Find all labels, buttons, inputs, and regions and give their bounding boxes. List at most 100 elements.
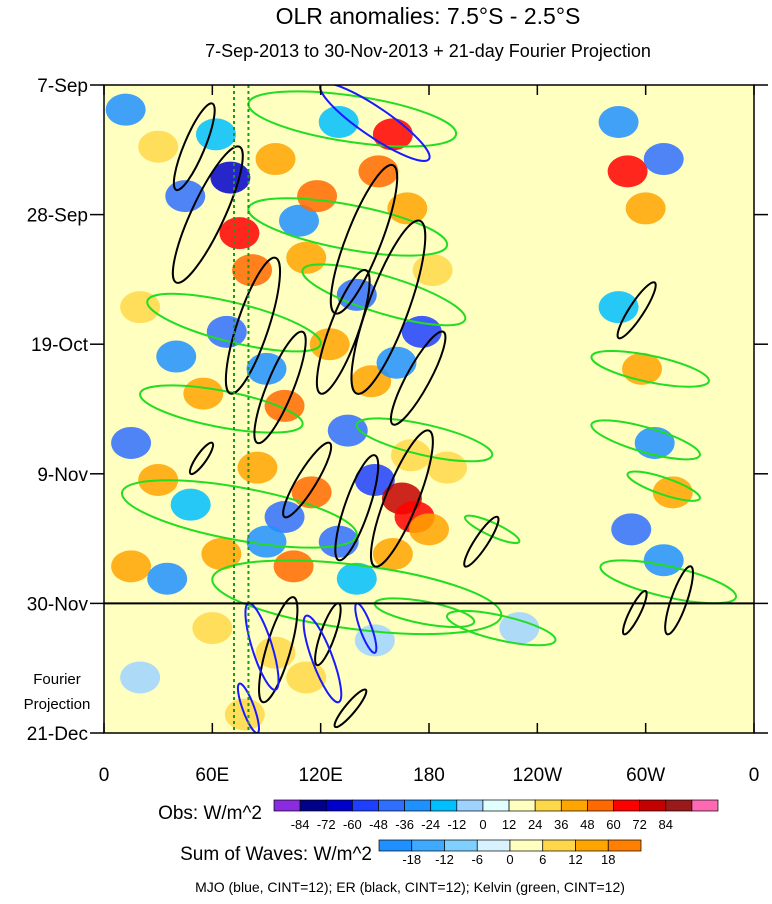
anomaly-cell [206, 315, 247, 348]
anomaly-cell [201, 538, 242, 571]
waves-colorbar-swatch [509, 839, 544, 852]
x-tick-label: 0 [99, 765, 110, 786]
obs-colorbar-tick: 36 [554, 817, 568, 832]
er-contour [616, 281, 657, 340]
er-contour [253, 330, 307, 445]
obs-colorbar-tick: 48 [580, 817, 594, 832]
anomaly-cell [147, 562, 188, 595]
er-contour [350, 219, 427, 395]
waves-colorbar-swatch [575, 839, 609, 852]
waves-colorbar-tick: 18 [601, 852, 615, 867]
anomaly-cell [192, 612, 233, 645]
er-contour [315, 268, 371, 395]
anomaly-cell [183, 377, 224, 410]
anomaly-cell [195, 118, 236, 151]
y-tick-label: 28-Sep [27, 206, 88, 227]
anomaly-cell [156, 340, 197, 373]
x-tick-label: 120E [298, 765, 342, 786]
anomaly-cell [318, 106, 359, 139]
anomaly-cell [309, 328, 350, 361]
obs-colorbar-swatch [378, 799, 405, 812]
anomaly-cell [318, 525, 359, 558]
y-tick-label: 30-Nov [27, 594, 89, 615]
waves-colorbar-label: Sum of Waves: W/m^2 [180, 844, 372, 865]
obs-colorbar-swatch [273, 799, 301, 812]
x-tick-label: 60W [626, 765, 665, 786]
waves-colorbar-tick: -12 [435, 852, 454, 867]
kelvin-contour [590, 419, 701, 461]
obs-colorbar-swatch [299, 799, 327, 812]
obs-colorbar-tick: -84 [291, 817, 310, 832]
anomaly-cell [598, 106, 639, 139]
er-contour [282, 441, 333, 519]
obs-colorbar-tick: 72 [632, 817, 646, 832]
obs-colorbar-tick: -60 [343, 817, 362, 832]
er-contour [334, 454, 380, 562]
x-tick-label: 0 [749, 765, 760, 786]
x-tick-label: 120W [513, 765, 563, 786]
waves-colorbar-tick: 6 [539, 852, 546, 867]
obs-colorbar-swatch [587, 799, 614, 812]
obs-colorbar-swatch [482, 799, 510, 812]
obs-colorbar-tick: 24 [528, 817, 542, 832]
anomaly-cell [611, 513, 652, 546]
obs-colorbar-tick: -48 [369, 817, 388, 832]
obs-colorbar-swatch [560, 799, 588, 812]
er-contour [224, 256, 282, 395]
er-contour [171, 145, 244, 284]
anomaly-cell [111, 426, 152, 459]
obs-colorbar-swatch [534, 799, 562, 812]
kelvin-contour [355, 417, 494, 463]
anomaly-cell [297, 180, 338, 213]
anomaly-cell [427, 451, 468, 484]
anomaly-cell [643, 143, 684, 176]
anomaly-cell [111, 550, 152, 583]
er-contour [188, 441, 215, 476]
er-contour [369, 429, 434, 568]
waves-colorbar-swatch [378, 839, 413, 852]
anomaly-cell [138, 130, 179, 163]
projection-label-line1: Fourier [33, 671, 81, 688]
anomaly-cell [279, 204, 319, 237]
kelvin-contour [626, 470, 701, 502]
er-contour [622, 589, 648, 636]
anomaly-cell [286, 241, 327, 274]
kelvin-contour [301, 263, 467, 327]
obs-colorbar-swatch [456, 799, 484, 812]
anomaly-cell [170, 488, 211, 521]
y-tick-label: 21-Dec [27, 724, 88, 745]
obs-colorbar-swatch [430, 799, 458, 812]
anomaly-cell [246, 525, 287, 558]
waves-colorbar-swatch [476, 839, 511, 852]
waves-colorbar-swatch [444, 839, 478, 852]
anomaly-cell [120, 661, 161, 694]
anomaly-cell [358, 155, 399, 188]
obs-colorbar-swatch [665, 799, 693, 812]
kelvin-contour [463, 514, 521, 545]
er-contour [172, 102, 216, 192]
kelvin-contour [445, 609, 557, 647]
obs-colorbar-tick: -24 [421, 817, 440, 832]
obs-colorbar-tick: 60 [606, 817, 620, 832]
obs-colorbar-swatch [352, 799, 379, 812]
er-contour [463, 515, 500, 568]
kelvin-contour [139, 384, 304, 434]
er-contour [389, 330, 447, 426]
contour-note: MJO (blue, CINT=12); ER (black, CINT=12)… [195, 879, 625, 895]
anomaly-cell [625, 636, 666, 669]
anomaly-cell [336, 562, 377, 595]
chart-title: OLR anomalies: 7.5°S - 2.5°S [276, 3, 581, 29]
obs-colorbar-swatch [691, 799, 719, 812]
anomaly-cell [622, 352, 663, 385]
anomaly-cell [273, 550, 314, 583]
anomaly-cell [499, 612, 540, 645]
obs-colorbar-tick: 0 [479, 817, 486, 832]
anomaly-cell [607, 155, 648, 188]
obs-colorbar-tick: -12 [447, 817, 466, 832]
waves-colorbar-tick: 12 [568, 852, 582, 867]
anomaly-cell [120, 291, 161, 324]
kelvin-contour [599, 559, 738, 605]
obs-colorbar-tick: 84 [659, 817, 673, 832]
obs-colorbar-tick: -36 [395, 817, 414, 832]
